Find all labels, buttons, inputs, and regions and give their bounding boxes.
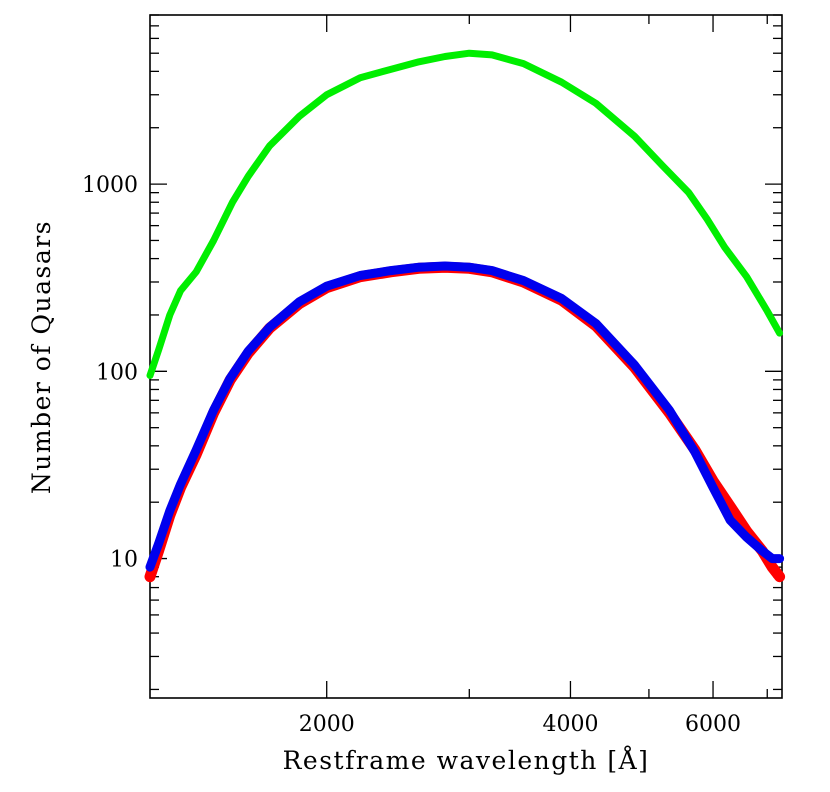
- x-axis-title: Restframe wavelength [Å]: [283, 745, 650, 775]
- y-axis-tick-labels: 10 100 1000: [82, 173, 138, 572]
- x-tick-label: 6000: [685, 712, 741, 737]
- plot-frame: [149, 14, 783, 699]
- series-line-1: [146, 49, 784, 379]
- y-tick-label: 100: [96, 360, 138, 385]
- series-lines: [144, 49, 786, 583]
- y-tick-label: 1000: [82, 173, 138, 198]
- series-line-2: [144, 261, 786, 583]
- x-tick-label: 2000: [299, 712, 355, 737]
- x-tick-label: 4000: [542, 712, 598, 737]
- y-tick-label: 10: [110, 548, 138, 573]
- y-axis-title: Number of Quasars: [27, 220, 56, 494]
- series-line-3: [145, 261, 785, 572]
- x-axis-ticks: [326, 15, 768, 698]
- x-axis-tick-labels: 2000 4000 6000: [299, 712, 741, 737]
